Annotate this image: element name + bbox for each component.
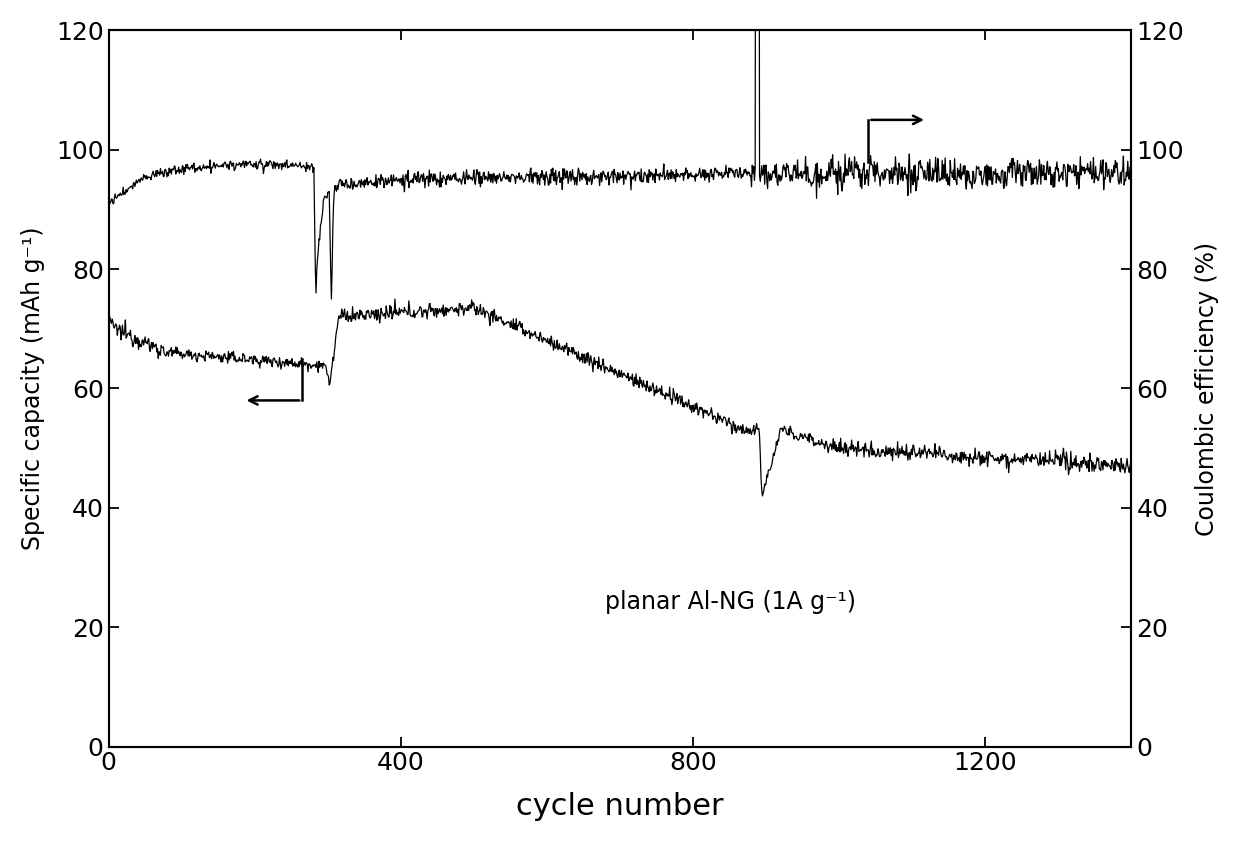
Y-axis label: Coulombic efficiency (%): Coulombic efficiency (%) bbox=[1195, 242, 1219, 536]
Text: planar Al-NG (1A g⁻¹): planar Al-NG (1A g⁻¹) bbox=[605, 590, 857, 615]
X-axis label: cycle number: cycle number bbox=[516, 792, 724, 821]
Y-axis label: Specific capacity (mAh g⁻¹): Specific capacity (mAh g⁻¹) bbox=[21, 226, 45, 550]
